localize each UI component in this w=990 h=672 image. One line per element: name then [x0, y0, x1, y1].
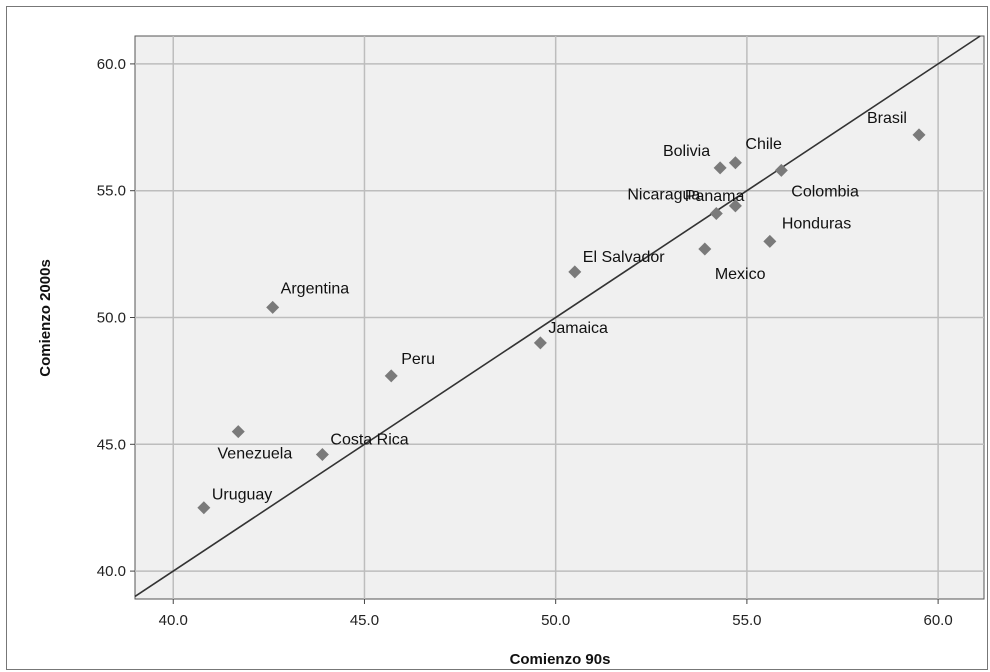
data-point [568, 265, 582, 279]
data-point [384, 369, 398, 383]
data-point [266, 300, 280, 314]
x-tick-label: 55.0 [732, 612, 761, 629]
x-tick-label: 60.0 [924, 612, 953, 629]
data-point [713, 161, 727, 175]
reference-line [134, 35, 981, 598]
y-tick-label: 45.0 [97, 436, 126, 453]
y-tick-label: 60.0 [97, 56, 126, 73]
point-label: Argentina [281, 280, 350, 297]
point-label: Venezuela [218, 446, 293, 463]
point-label: Brasil [867, 110, 907, 127]
x-axis-title: Comienzo 90s [510, 651, 611, 668]
point-label: Colombia [791, 183, 859, 200]
data-point [763, 234, 777, 248]
data-point [912, 128, 926, 142]
point-label: El Salvador [583, 249, 665, 266]
y-tick-label: 50.0 [97, 310, 126, 327]
y-tick-label: 40.0 [97, 563, 126, 580]
point-label: Panama [685, 188, 745, 205]
point-labels: Argentina Bolivia Brasil Chile Colombia Costa… [212, 110, 907, 504]
data-point [698, 242, 712, 256]
point-label: Chile [745, 136, 782, 153]
point-label: Bolivia [663, 143, 710, 160]
data-point [709, 207, 723, 221]
point-label: Nicaragua [627, 187, 700, 204]
point-label: Costa Rica [330, 431, 408, 448]
data-point [533, 336, 547, 350]
data-point [231, 425, 245, 439]
x-tick-label: 45.0 [350, 612, 379, 629]
data-point [728, 156, 742, 170]
point-label: Peru [401, 351, 435, 368]
x-axis-ticks: 40.0 45.0 50.0 55.0 60.0 [159, 599, 953, 629]
point-label: Mexico [715, 266, 766, 283]
data-point [728, 199, 742, 213]
data-point [315, 447, 329, 461]
y-axis-title: Comienzo 2000s [37, 259, 54, 377]
x-tick-label: 50.0 [541, 612, 570, 629]
data-points [197, 128, 926, 515]
point-label: Uruguay [212, 487, 272, 504]
data-point [197, 501, 211, 515]
point-label: Jamaica [548, 320, 608, 337]
data-point [774, 163, 788, 177]
x-tick-label: 40.0 [159, 612, 188, 629]
y-axis-ticks: 40.0 45.0 50.0 55.0 60.0 [97, 56, 135, 580]
point-label: Honduras [782, 215, 851, 232]
y-tick-label: 55.0 [97, 183, 126, 200]
